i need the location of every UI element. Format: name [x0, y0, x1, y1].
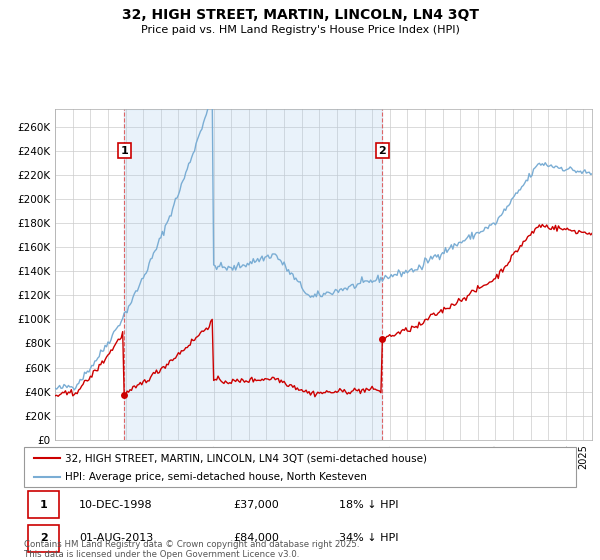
- Text: HPI: Average price, semi-detached house, North Kesteven: HPI: Average price, semi-detached house,…: [65, 472, 367, 482]
- Text: 1: 1: [40, 500, 47, 510]
- Text: Price paid vs. HM Land Registry's House Price Index (HPI): Price paid vs. HM Land Registry's House …: [140, 25, 460, 35]
- Bar: [124, 109, 382, 440]
- FancyBboxPatch shape: [28, 492, 59, 518]
- Text: £84,000: £84,000: [234, 533, 280, 543]
- Text: 32, HIGH STREET, MARTIN, LINCOLN, LN4 3QT: 32, HIGH STREET, MARTIN, LINCOLN, LN4 3Q…: [121, 8, 479, 22]
- Text: 01-AUG-2013: 01-AUG-2013: [79, 533, 154, 543]
- Text: Contains HM Land Registry data © Crown copyright and database right 2025.
This d: Contains HM Land Registry data © Crown c…: [24, 540, 359, 559]
- FancyBboxPatch shape: [28, 525, 59, 552]
- Text: 2: 2: [379, 146, 386, 156]
- Text: 2: 2: [40, 533, 47, 543]
- FancyBboxPatch shape: [24, 447, 576, 487]
- Text: 18% ↓ HPI: 18% ↓ HPI: [338, 500, 398, 510]
- Text: 10-DEC-1998: 10-DEC-1998: [79, 500, 153, 510]
- Text: 34% ↓ HPI: 34% ↓ HPI: [338, 533, 398, 543]
- Text: £37,000: £37,000: [234, 500, 280, 510]
- Text: 1: 1: [121, 146, 128, 156]
- Text: 32, HIGH STREET, MARTIN, LINCOLN, LN4 3QT (semi-detached house): 32, HIGH STREET, MARTIN, LINCOLN, LN4 3Q…: [65, 453, 427, 463]
